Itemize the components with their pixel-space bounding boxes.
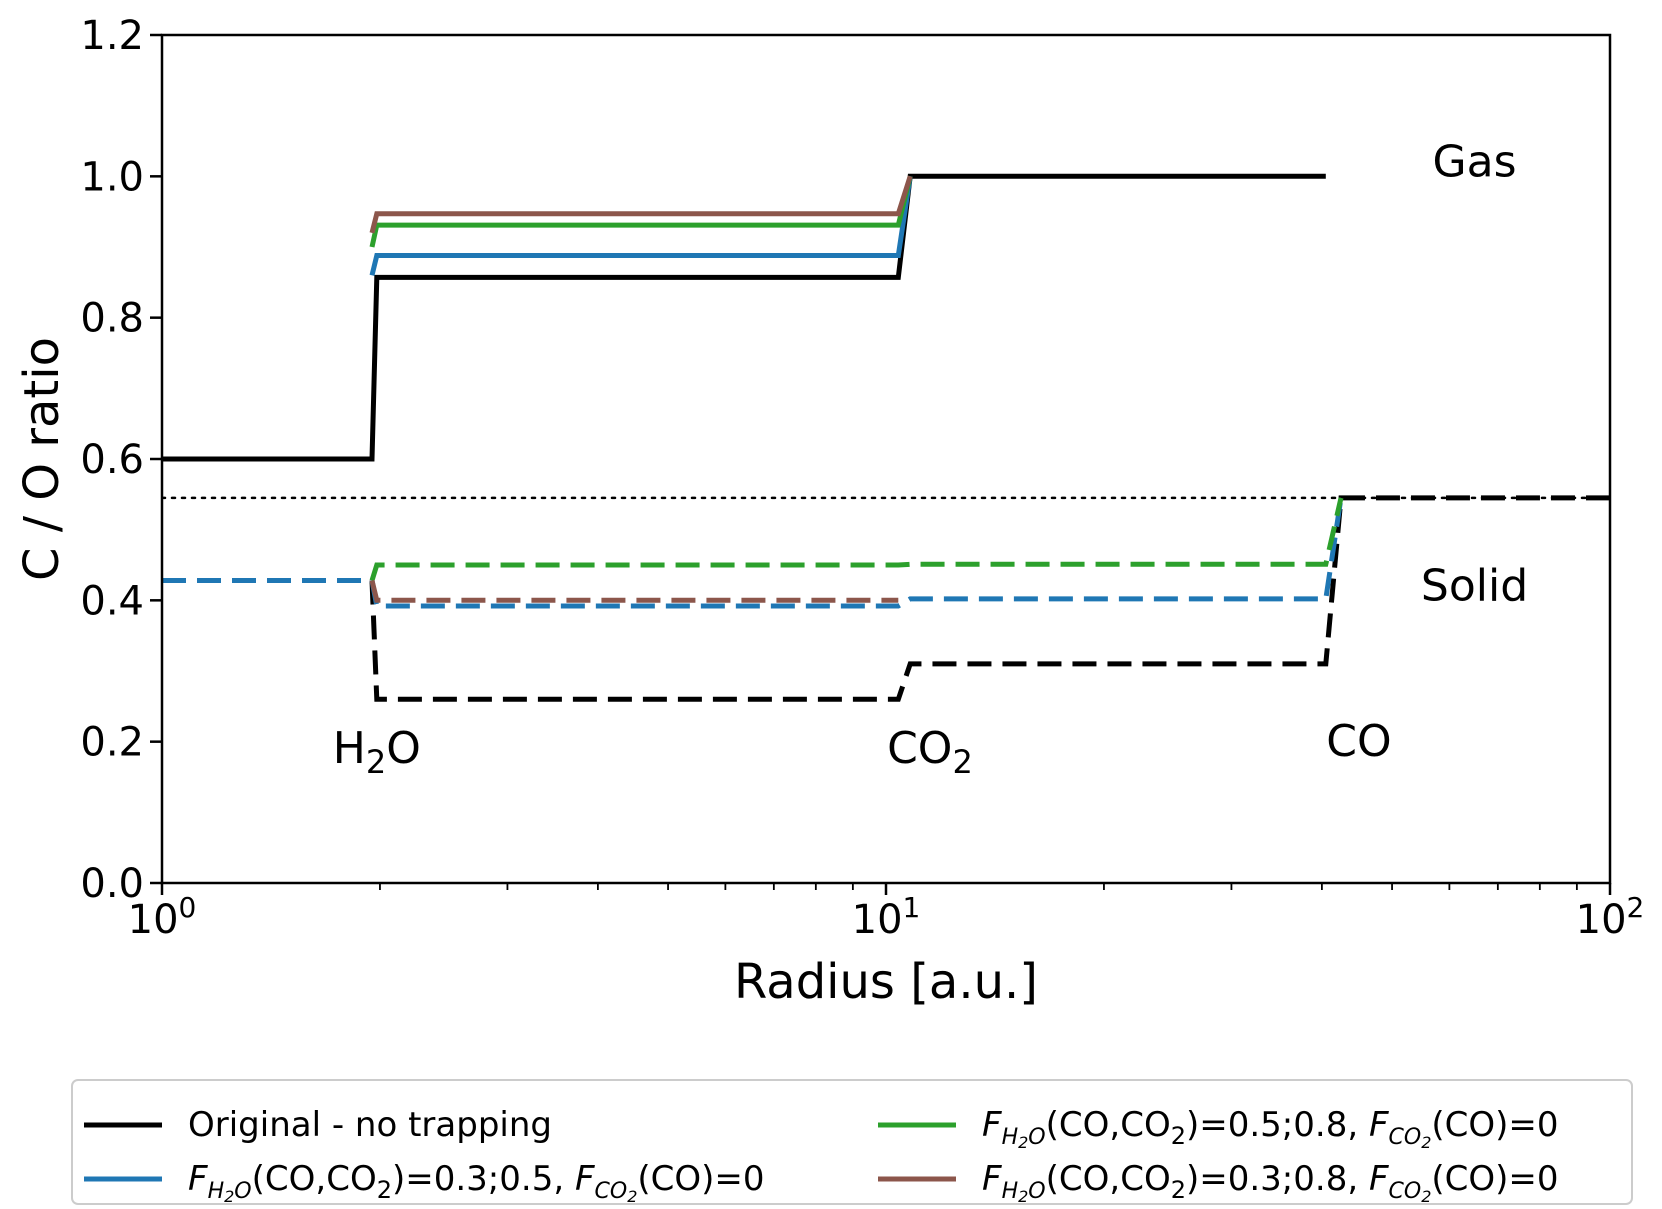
y-tick-label: 1.0 <box>80 154 144 200</box>
x-axis-label: Radius [a.u.] <box>734 954 1038 1010</box>
legend: Original - no trapping FH2O(CO,CO2)=0.3;0… <box>71 1079 1633 1206</box>
series-layer <box>162 173 1610 702</box>
series-line-5 <box>162 497 1344 609</box>
y-axis-label: C / O ratio <box>14 337 70 581</box>
legend-entry: FH2O(CO,CO2)=0.5;0.8, FCO2(CO)=0 <box>982 1105 1559 1152</box>
legend-entry: FH2O(CO,CO2)=0.3;0.8, FCO2(CO)=0 <box>982 1159 1559 1206</box>
annotation: CO2 <box>887 723 973 781</box>
series-line-1 <box>369 175 913 276</box>
series-line-7 <box>369 579 899 603</box>
series-line-3 <box>369 175 913 234</box>
annotation: H2O <box>333 723 421 781</box>
legend-entry: Original - no trapping <box>188 1105 552 1145</box>
annotation: Solid <box>1421 560 1528 611</box>
annotation: Gas <box>1433 136 1517 187</box>
y-tick-label: 0.4 <box>80 578 144 624</box>
x-tick-label: 101 <box>852 891 921 943</box>
y-tick-label: 0.0 <box>80 861 144 907</box>
series-line-0 <box>162 173 1326 462</box>
ticks-layer: 0.0 0.2 0.4 0.6 0.8 1.0 1.2 100 101 102 <box>80 13 1644 943</box>
legend-frame <box>71 1079 1633 1205</box>
y-tick-label: 0.6 <box>80 437 144 483</box>
annotations-layer: H2O CO2 CO Gas Solid <box>333 136 1528 781</box>
y-tick-label: 0.8 <box>80 296 144 342</box>
series-line-6 <box>369 497 1344 582</box>
legend-entry: FH2O(CO,CO2)=0.3;0.5, FCO2(CO)=0 <box>188 1159 765 1206</box>
y-tick-label: 0.2 <box>80 720 144 766</box>
x-tick-label: 100 <box>128 891 197 943</box>
x-tick-label: 102 <box>1576 891 1645 943</box>
y-tick-label: 1.2 <box>80 13 144 59</box>
annotation: CO <box>1326 716 1391 767</box>
